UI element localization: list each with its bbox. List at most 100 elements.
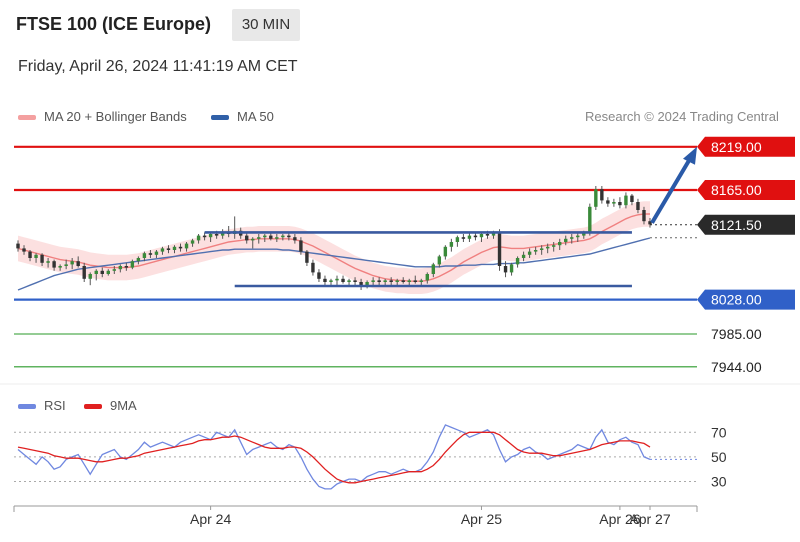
candle: [600, 189, 604, 201]
timeframe-badge[interactable]: 30 MIN: [232, 9, 300, 41]
candle: [491, 232, 496, 236]
candle: [142, 253, 147, 258]
candle: [22, 248, 26, 252]
candle: [106, 270, 110, 274]
rsi-tick-30: 30: [711, 474, 727, 490]
candle: [166, 248, 171, 250]
candle: [545, 246, 550, 249]
candle: [383, 280, 387, 282]
candle: [612, 202, 616, 204]
candle: [527, 251, 532, 255]
rsi-tick-50: 50: [711, 449, 727, 465]
candle: [618, 202, 622, 206]
candle: [214, 234, 219, 236]
candle: [311, 262, 315, 273]
candle: [473, 235, 478, 238]
candle: [521, 254, 526, 258]
rsi-ma-line: [17, 431, 651, 484]
chart-header: FTSE 100 (ICE Europe) 30 MIN: [0, 0, 800, 45]
candle: [497, 232, 502, 266]
candle: [52, 261, 56, 268]
level-tag-8219-00: [697, 136, 795, 157]
level-label-7944-00: 7944.00: [711, 359, 762, 375]
candle: [407, 280, 411, 282]
legend-rsi-swatch: [18, 404, 36, 410]
candle: [202, 235, 207, 238]
candle: [178, 246, 183, 249]
credit-text: Research © 2024 Trading Central: [585, 109, 779, 124]
candle: [515, 258, 520, 265]
legend-rsi-label: RSI: [44, 398, 66, 413]
candle: [82, 266, 86, 279]
candle: [46, 261, 50, 263]
candle: [100, 270, 104, 274]
candle: [16, 243, 20, 249]
candle: [509, 264, 514, 273]
candle: [34, 254, 38, 258]
candle: [124, 266, 129, 268]
candle: [263, 235, 267, 238]
candle: [64, 264, 68, 266]
candle: [588, 206, 592, 233]
candle: [275, 237, 279, 239]
candle: [365, 282, 369, 286]
candle: [148, 253, 153, 255]
candle: [389, 280, 393, 282]
legend-ma50-label: MA 50: [237, 109, 274, 124]
candle: [642, 210, 646, 222]
candle: [467, 235, 472, 239]
legend-9ma-label: 9MA: [110, 398, 137, 413]
x-tick-label-0: Apr 24: [190, 511, 231, 527]
candle: [305, 251, 309, 263]
candle: [413, 280, 417, 282]
candle: [281, 235, 285, 238]
candle: [136, 258, 141, 262]
candle: [564, 238, 568, 242]
candle: [317, 272, 321, 279]
candle: [112, 269, 117, 271]
candle: [196, 235, 201, 241]
ma20-line: [17, 213, 650, 282]
candle: [551, 245, 556, 247]
candle: [70, 261, 74, 265]
x-tick-label-3: Apr 27: [629, 511, 670, 527]
candle: [455, 237, 460, 242]
chart-title: FTSE 100 (ICE Europe): [16, 14, 212, 34]
candle: [347, 280, 351, 282]
candle: [208, 234, 213, 238]
candle: [341, 278, 345, 282]
candle: [251, 238, 255, 241]
x-tick-label-2: Apr 26: [599, 511, 640, 527]
legend-9ma: 9MA: [84, 398, 137, 413]
candle: [323, 278, 327, 282]
candle: [28, 251, 32, 258]
candle: [443, 246, 448, 257]
candle: [533, 250, 538, 252]
candle: [335, 278, 339, 281]
candle: [377, 280, 381, 282]
candle: [76, 261, 80, 266]
level-label-7985-00: 7985.00: [711, 326, 762, 342]
candle: [449, 242, 454, 247]
candle: [437, 256, 442, 265]
level-label-8165-00: 8165.00: [711, 182, 762, 198]
candle: [395, 280, 399, 282]
candle: [576, 235, 580, 238]
candle: [220, 232, 225, 236]
candle: [40, 254, 44, 263]
candle: [257, 237, 261, 239]
candle: [160, 248, 165, 252]
candle: [190, 240, 195, 244]
candle: [269, 235, 273, 239]
candle: [582, 232, 586, 236]
current-price-label: 8121.50: [711, 217, 762, 233]
candle: [329, 280, 333, 282]
candle: [503, 266, 508, 273]
candle: [624, 195, 628, 206]
level-label-8219-00: 8219.00: [711, 139, 762, 155]
level-label-8028-00: 8028.00: [711, 292, 762, 308]
x-tick-label-1: Apr 25: [461, 511, 502, 527]
candle: [558, 242, 562, 246]
candle: [479, 234, 484, 238]
